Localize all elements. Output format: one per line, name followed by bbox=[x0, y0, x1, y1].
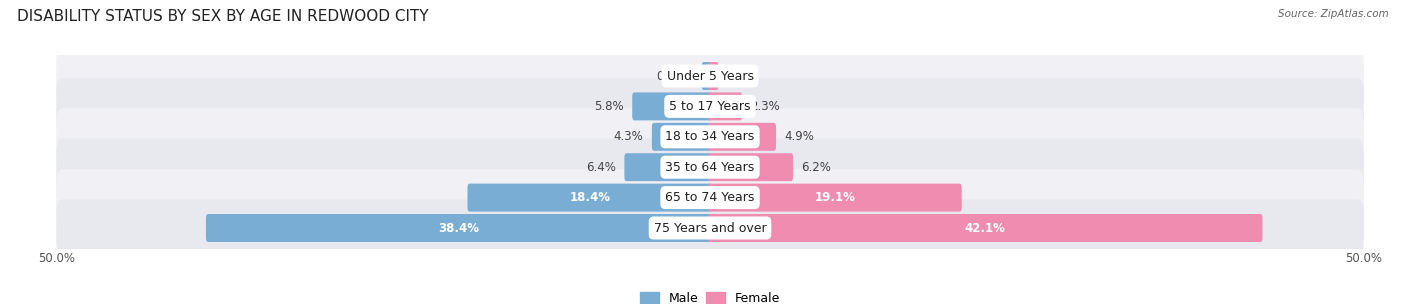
Text: 0.5%: 0.5% bbox=[727, 70, 756, 82]
FancyBboxPatch shape bbox=[709, 184, 962, 212]
Text: 5.8%: 5.8% bbox=[595, 100, 624, 113]
FancyBboxPatch shape bbox=[205, 214, 711, 242]
Text: 42.1%: 42.1% bbox=[965, 222, 1005, 234]
Text: 2.3%: 2.3% bbox=[751, 100, 780, 113]
FancyBboxPatch shape bbox=[624, 153, 711, 181]
Text: 0.49%: 0.49% bbox=[657, 70, 693, 82]
FancyBboxPatch shape bbox=[709, 153, 793, 181]
Text: 75 Years and over: 75 Years and over bbox=[654, 222, 766, 234]
FancyBboxPatch shape bbox=[56, 47, 1364, 105]
Text: Under 5 Years: Under 5 Years bbox=[666, 70, 754, 82]
FancyBboxPatch shape bbox=[56, 139, 1364, 196]
FancyBboxPatch shape bbox=[56, 108, 1364, 165]
FancyBboxPatch shape bbox=[56, 169, 1364, 226]
FancyBboxPatch shape bbox=[709, 123, 776, 151]
FancyBboxPatch shape bbox=[702, 62, 711, 90]
FancyBboxPatch shape bbox=[633, 92, 711, 120]
Text: 5 to 17 Years: 5 to 17 Years bbox=[669, 100, 751, 113]
Text: 4.3%: 4.3% bbox=[613, 130, 644, 143]
Text: 6.2%: 6.2% bbox=[801, 161, 831, 174]
FancyBboxPatch shape bbox=[709, 214, 1263, 242]
Text: 65 to 74 Years: 65 to 74 Years bbox=[665, 191, 755, 204]
FancyBboxPatch shape bbox=[709, 62, 718, 90]
FancyBboxPatch shape bbox=[56, 78, 1364, 135]
FancyBboxPatch shape bbox=[652, 123, 711, 151]
Text: 6.4%: 6.4% bbox=[586, 161, 616, 174]
FancyBboxPatch shape bbox=[56, 199, 1364, 257]
Text: 18 to 34 Years: 18 to 34 Years bbox=[665, 130, 755, 143]
Text: 19.1%: 19.1% bbox=[814, 191, 855, 204]
FancyBboxPatch shape bbox=[467, 184, 711, 212]
Legend: Male, Female: Male, Female bbox=[640, 292, 780, 304]
FancyBboxPatch shape bbox=[709, 92, 742, 120]
Text: 38.4%: 38.4% bbox=[439, 222, 479, 234]
Text: DISABILITY STATUS BY SEX BY AGE IN REDWOOD CITY: DISABILITY STATUS BY SEX BY AGE IN REDWO… bbox=[17, 9, 429, 24]
Text: Source: ZipAtlas.com: Source: ZipAtlas.com bbox=[1278, 9, 1389, 19]
Text: 4.9%: 4.9% bbox=[785, 130, 814, 143]
Text: 35 to 64 Years: 35 to 64 Years bbox=[665, 161, 755, 174]
Text: 18.4%: 18.4% bbox=[569, 191, 610, 204]
